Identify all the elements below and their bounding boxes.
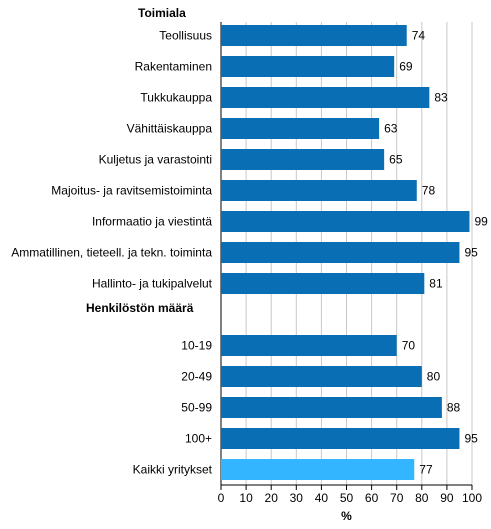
value-label: 81 bbox=[429, 277, 443, 291]
bar bbox=[221, 459, 415, 480]
category-label: Informaatio ja viestintä bbox=[92, 215, 212, 229]
bar bbox=[221, 87, 430, 108]
bar bbox=[221, 56, 395, 77]
value-label: 95 bbox=[464, 432, 478, 446]
value-label: 69 bbox=[399, 60, 413, 74]
bar bbox=[221, 397, 442, 418]
value-label: 83 bbox=[434, 91, 448, 105]
x-tick-label: 100 bbox=[462, 491, 482, 505]
value-label: 95 bbox=[464, 246, 478, 260]
category-label: Kaikki yritykset bbox=[133, 463, 213, 477]
bar bbox=[221, 335, 397, 356]
x-axis: 0 10 20 30 40 50 60 70 80 90 100 bbox=[218, 484, 482, 505]
category-label: Rakentaminen bbox=[135, 60, 212, 74]
value-label: 77 bbox=[419, 463, 433, 477]
category-labels: Teollisuus Rakentaminen Tukkukauppa Vähittä… bbox=[11, 29, 212, 477]
bar bbox=[221, 366, 422, 387]
bar bbox=[221, 180, 417, 201]
category-label: Majoitus- ja ravitsemistoiminta bbox=[51, 184, 212, 198]
x-tick-label: 10 bbox=[239, 491, 253, 505]
x-tick-label: 20 bbox=[265, 491, 279, 505]
bars bbox=[221, 25, 470, 480]
x-tick-label: 70 bbox=[390, 491, 404, 505]
x-tick-label: 80 bbox=[415, 491, 429, 505]
bar bbox=[221, 25, 407, 46]
x-tick-label: 0 bbox=[218, 491, 225, 505]
x-tick-label: 40 bbox=[315, 491, 329, 505]
category-label: Vähittäiskauppa bbox=[127, 122, 213, 136]
x-tick-label: 90 bbox=[440, 491, 454, 505]
category-label: Hallinto- ja tukipalvelut bbox=[92, 277, 213, 291]
value-label: 78 bbox=[422, 184, 436, 198]
bar bbox=[221, 273, 425, 294]
category-label: Teollisuus bbox=[159, 29, 212, 43]
value-label: 99 bbox=[474, 215, 488, 229]
x-tick-label: 30 bbox=[290, 491, 304, 505]
value-label: 88 bbox=[447, 401, 461, 415]
category-label: 50-99 bbox=[181, 401, 212, 415]
bar bbox=[221, 242, 460, 263]
value-labels: 74 69 83 63 65 78 99 95 81 70 80 88 95 77 bbox=[384, 29, 488, 477]
value-label: 63 bbox=[384, 122, 398, 136]
x-axis-label: % bbox=[341, 509, 352, 523]
x-axis-ticks: 0 10 20 30 40 50 60 70 80 90 100 bbox=[218, 485, 482, 505]
group-headings: Toimiala Henkilöstön määrä bbox=[86, 6, 194, 315]
group-heading: Toimiala bbox=[138, 6, 186, 20]
value-label: 70 bbox=[402, 339, 416, 353]
x-tick-label: 50 bbox=[340, 491, 354, 505]
category-label: Ammatillinen, tieteell. ja tekn. toimint… bbox=[11, 246, 212, 260]
bar bbox=[221, 211, 470, 232]
bar bbox=[221, 428, 460, 449]
value-label: 80 bbox=[427, 370, 441, 384]
category-label: Tukkukauppa bbox=[140, 91, 212, 105]
category-label: 10-19 bbox=[181, 339, 212, 353]
category-label: 20-49 bbox=[181, 370, 212, 384]
bar bbox=[221, 118, 380, 139]
value-label: 74 bbox=[412, 29, 426, 43]
bar bbox=[221, 149, 385, 170]
group-heading: Henkilöstön määrä bbox=[86, 301, 194, 315]
value-label: 65 bbox=[389, 153, 403, 167]
category-label: 100+ bbox=[185, 432, 212, 446]
x-tick-label: 60 bbox=[365, 491, 379, 505]
category-label: Kuljetus ja varastointi bbox=[99, 153, 212, 167]
